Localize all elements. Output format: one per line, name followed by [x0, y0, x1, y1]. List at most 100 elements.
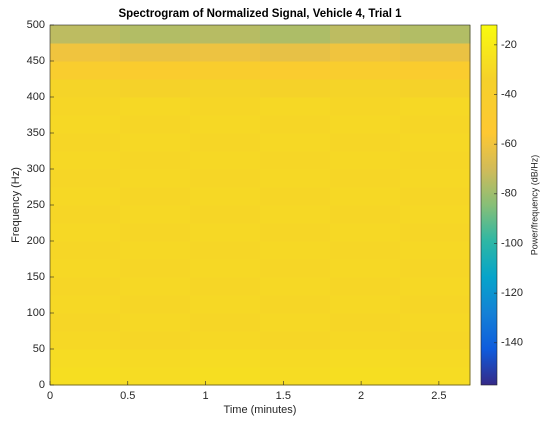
- heatmap-cell: [330, 331, 401, 350]
- y-tick-label: 0: [39, 379, 45, 391]
- colorbar-tick-label: -120: [501, 287, 523, 299]
- heatmap-cell: [400, 169, 471, 188]
- heatmap-cell: [400, 331, 471, 350]
- heatmap-cell: [400, 133, 471, 152]
- heatmap-cell: [260, 133, 331, 152]
- y-tick-label: 450: [27, 55, 45, 67]
- y-axis-label: Frequency (Hz): [10, 167, 22, 243]
- heatmap-cell: [190, 79, 261, 98]
- heatmap-cell: [330, 61, 401, 80]
- heatmap-cell: [400, 187, 471, 206]
- heatmap-cell: [120, 313, 191, 332]
- heatmap-cell: [190, 187, 261, 206]
- heatmap-cell: [50, 313, 121, 332]
- heatmap-cell: [190, 277, 261, 296]
- heatmap-cell: [330, 259, 401, 278]
- x-tick-label: 2: [358, 390, 364, 402]
- heatmap-cell: [50, 115, 121, 134]
- heatmap-cell: [260, 205, 331, 224]
- heatmap-cell: [330, 223, 401, 242]
- y-tick-label: 150: [27, 271, 45, 283]
- heatmap-cell: [50, 295, 121, 314]
- heatmap-cell: [120, 223, 191, 242]
- heatmap-cell: [120, 295, 191, 314]
- heatmap-cell: [120, 241, 191, 260]
- heatmap-cell: [260, 151, 331, 170]
- heatmap-cell: [50, 25, 121, 44]
- heatmap-cell: [50, 259, 121, 278]
- y-tick-label: 250: [27, 199, 45, 211]
- heatmap-cell: [400, 151, 471, 170]
- heatmap-cell: [190, 115, 261, 134]
- heatmap-cell: [260, 259, 331, 278]
- colorbar-tick-label: -20: [501, 39, 517, 51]
- heatmap-cell: [400, 241, 471, 260]
- heatmap-cell: [190, 205, 261, 224]
- heatmap-cell: [190, 367, 261, 386]
- heatmap-cell: [120, 25, 191, 44]
- heatmap-cell: [330, 295, 401, 314]
- heatmap-cell: [50, 367, 121, 386]
- heatmap-cell: [260, 367, 331, 386]
- heatmap-cell: [120, 133, 191, 152]
- y-tick-label: 300: [27, 163, 45, 175]
- heatmap-cell: [120, 115, 191, 134]
- heatmap-cell: [400, 277, 471, 296]
- colorbar-tick-label: -140: [501, 337, 523, 349]
- heatmap-cell: [190, 151, 261, 170]
- heatmap-cell: [330, 313, 401, 332]
- heatmap-cell: [190, 331, 261, 350]
- colorbar-tick-label: -60: [501, 138, 517, 150]
- y-tick-label: 500: [27, 19, 45, 31]
- heatmap-cell: [400, 259, 471, 278]
- heatmap-cell: [400, 295, 471, 314]
- heatmap-cell: [50, 79, 121, 98]
- heatmap-cell: [50, 349, 121, 368]
- heatmap-cell: [120, 205, 191, 224]
- heatmap-cell: [330, 151, 401, 170]
- heatmap-cell: [260, 313, 331, 332]
- heatmap-cell: [120, 349, 191, 368]
- heatmap-cell: [400, 223, 471, 242]
- heatmap-cell: [400, 313, 471, 332]
- heatmap-cell: [120, 43, 191, 62]
- heatmap-cell: [330, 115, 401, 134]
- heatmap-cell: [400, 115, 471, 134]
- heatmap-cell: [190, 133, 261, 152]
- heatmap-cell: [120, 169, 191, 188]
- heatmap-cell: [260, 169, 331, 188]
- heatmap-cell: [260, 187, 331, 206]
- heatmap-cell: [260, 61, 331, 80]
- heatmap-cell: [50, 61, 121, 80]
- heatmap-cell: [120, 259, 191, 278]
- colorbar: [480, 24, 498, 386]
- heatmap-cell: [400, 61, 471, 80]
- heatmap-cell: [330, 205, 401, 224]
- heatmap-cell: [260, 97, 331, 116]
- heatmap-cell: [330, 367, 401, 386]
- heatmap-cell: [400, 25, 471, 44]
- heatmap-cell: [120, 61, 191, 80]
- heatmap-cell: [330, 349, 401, 368]
- heatmap-cell: [120, 331, 191, 350]
- x-tick-label: 0: [47, 390, 53, 402]
- heatmap-cell: [190, 313, 261, 332]
- heatmap-cell: [260, 43, 331, 62]
- heatmap-cell: [190, 25, 261, 44]
- heatmap-cell: [190, 43, 261, 62]
- chart-title: Spectrogram of Normalized Signal, Vehicl…: [118, 8, 402, 20]
- heatmap-cell: [260, 295, 331, 314]
- heatmap-cell: [400, 97, 471, 116]
- y-tick-label: 100: [27, 307, 45, 319]
- heatmap-cell: [260, 115, 331, 134]
- x-tick-label: 2.5: [431, 390, 446, 402]
- y-tick-label: 350: [27, 127, 45, 139]
- heatmap-cell: [330, 187, 401, 206]
- heatmap-cell: [330, 25, 401, 44]
- heatmap-cell: [50, 43, 121, 62]
- heatmap-cell: [260, 349, 331, 368]
- colorbar-tick-label: -40: [501, 88, 517, 100]
- heatmap-cell: [400, 367, 471, 386]
- heatmap-cell: [50, 331, 121, 350]
